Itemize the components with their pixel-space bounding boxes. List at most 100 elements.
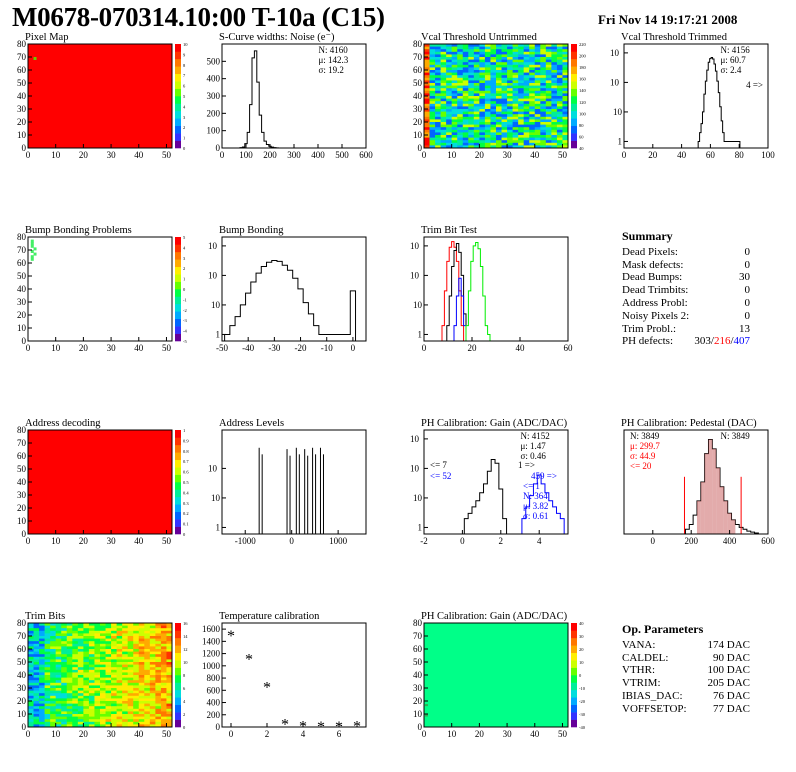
- op-params-value: 77 DAC: [713, 702, 750, 715]
- colorbar-cell: [175, 459, 181, 468]
- heatmap-cell: [138, 646, 145, 650]
- heatmap-cell: [116, 659, 123, 663]
- heatmap-cell: [33, 708, 40, 712]
- heatmap-cell: [451, 85, 458, 89]
- heatmap-cell: [77, 695, 84, 699]
- colorbar-cell: [175, 652, 181, 661]
- heatmap-cell: [44, 724, 51, 728]
- heatmap-cell: [534, 114, 541, 118]
- x-tick-label: 40: [134, 343, 144, 353]
- heatmap-cell: [127, 636, 134, 640]
- heatmap-cell: [55, 724, 62, 728]
- heatmap-cell: [490, 49, 497, 53]
- heatmap-cell: [138, 680, 145, 684]
- heatmap-cell: [39, 672, 46, 676]
- colorbar-cell: [175, 623, 181, 631]
- heatmap-cell: [556, 44, 563, 48]
- heatmap-cell: [501, 135, 508, 139]
- heatmap-cell: [28, 695, 35, 699]
- heatmap-cell: [28, 667, 35, 671]
- heatmap-cell: [155, 664, 162, 668]
- heatmap-cell: [122, 682, 129, 686]
- heatmap-cell: [44, 672, 51, 676]
- heatmap-cell: [83, 636, 90, 640]
- heatmap-cell: [61, 698, 68, 702]
- heatmap-cell: [457, 59, 464, 63]
- heatmap-cell: [429, 51, 436, 55]
- heatmap-cell: [446, 129, 453, 133]
- heatmap-cell: [429, 72, 436, 76]
- heatmap-cell: [562, 96, 569, 100]
- heatmap-cell: [496, 90, 503, 94]
- heatmap-cell: [100, 703, 107, 707]
- heatmap-cell: [435, 67, 442, 71]
- heatmap-cell: [523, 119, 530, 123]
- heatmap-cell: [127, 714, 134, 718]
- heatmap-cell: [429, 54, 436, 58]
- heatmap-cell: [446, 62, 453, 66]
- summary-label: Dead Trimbits:: [622, 284, 689, 297]
- heatmap-cell: [512, 59, 519, 63]
- heatmap-cell: [507, 145, 514, 149]
- y-tick-label: 1: [418, 329, 423, 339]
- x-tick-label: 30: [503, 150, 513, 160]
- heatmap-cell: [133, 721, 140, 725]
- heatmap-cell: [50, 714, 57, 718]
- heatmap-cell: [160, 714, 167, 718]
- heatmap-cell: [138, 625, 145, 629]
- heatmap-cell: [534, 103, 541, 107]
- heatmap-cell: [496, 127, 503, 131]
- summary-value: 0: [744, 284, 751, 297]
- heatmap-cell: [446, 49, 453, 53]
- heatmap-cell: [501, 80, 508, 84]
- heatmap-cell: [424, 90, 431, 94]
- heatmap-cell: [72, 638, 79, 642]
- heatmap-cell: [512, 85, 519, 89]
- heatmap-cell: [479, 59, 486, 63]
- heatmap-cell: [468, 83, 475, 87]
- x-tick-label: 4: [301, 729, 306, 739]
- heatmap-cell: [166, 646, 173, 650]
- heatmap-cell: [479, 67, 486, 71]
- colorbar-cell: [175, 296, 181, 305]
- heatmap-cell: [523, 64, 530, 68]
- heatmap-cell: [138, 636, 145, 640]
- heatmap-cell: [429, 101, 436, 105]
- pedestal-fill-bar: [731, 519, 736, 534]
- heatmap-cell: [111, 651, 118, 655]
- colorbar-cell: [175, 467, 181, 475]
- heatmap-cell: [551, 122, 558, 126]
- heatmap-cell: [55, 638, 62, 642]
- chart-title: PH Calibration: Gain (ADC/DAC): [421, 611, 568, 622]
- histogram-series-black: [463, 459, 508, 534]
- heatmap-cell: [88, 649, 95, 653]
- stat2-sigma: σ: 0.61: [523, 511, 548, 521]
- colorbar-cell: [175, 281, 181, 290]
- heatmap-cell: [462, 119, 469, 123]
- heatmap-cell: [144, 682, 151, 686]
- heatmap-cell: [507, 114, 514, 118]
- heatmap-cell: [562, 114, 569, 118]
- colorbar-tick: 0: [579, 673, 582, 678]
- heatmap-cell: [155, 656, 162, 660]
- heatmap-cell: [468, 137, 475, 141]
- heatmap-cell: [512, 83, 519, 87]
- heatmap-cell: [138, 623, 145, 627]
- heatmap-cell: [429, 93, 436, 97]
- heatmap-cell: [518, 135, 525, 139]
- heatmap-cell: [33, 672, 40, 676]
- heatmap-cell: [462, 80, 469, 84]
- heatmap-cell: [55, 667, 62, 671]
- heatmap-cell: [155, 695, 162, 699]
- heatmap-cell: [534, 70, 541, 74]
- heatmap-cell: [61, 716, 68, 720]
- colorbar-tick: 10: [183, 660, 188, 665]
- heatmap-cell: [451, 51, 458, 55]
- x-tick-label: 200: [684, 536, 698, 546]
- heatmap-cell: [127, 706, 134, 710]
- heatmap-cell: [66, 628, 73, 632]
- heatmap-cell: [155, 688, 162, 692]
- heatmap-cell: [144, 664, 151, 668]
- heatmap-cell: [39, 688, 46, 692]
- heatmap-cell: [144, 625, 151, 629]
